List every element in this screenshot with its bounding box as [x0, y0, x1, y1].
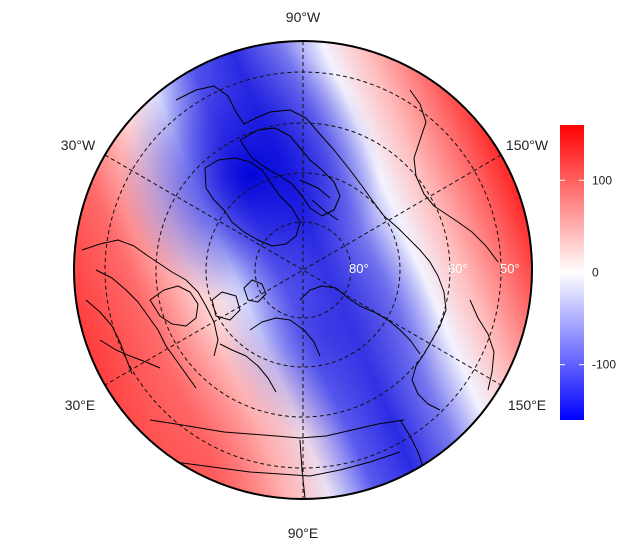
colorbar-tick-label: -100	[592, 358, 616, 372]
meridian-label-lower-left: 30°E	[65, 397, 96, 413]
colorbar-tick-label: 0	[592, 266, 599, 280]
colorbar: 100 0 -100	[560, 125, 616, 420]
lat-label-80: 80°	[349, 261, 369, 276]
coast-scandinavia	[149, 285, 199, 327]
lat-label-60: 60°	[448, 261, 468, 276]
coast-siberia	[299, 285, 421, 355]
colorbar-tick-label: 100	[592, 173, 612, 187]
meridian-30w-150e	[104, 154, 502, 386]
coast-novaya-zemlya	[243, 279, 267, 303]
lat-circle-70	[205, 172, 401, 368]
meridian-150w-30e	[104, 154, 502, 386]
colorbar-ticks: 100 0 -100	[560, 173, 616, 372]
map-boundary	[73, 40, 533, 500]
meridian-label-lower-right: 150°E	[508, 397, 546, 413]
meridian-label-upper-left: 30°W	[61, 137, 96, 153]
meridian-label-top: 90°W	[286, 9, 321, 25]
lat-circle-60	[155, 122, 451, 418]
coast-north-america	[175, 85, 421, 251]
coast-greenland	[204, 157, 301, 247]
meridian-label-upper-right: 150°W	[506, 137, 549, 153]
lat-label-50: 50°	[500, 261, 520, 276]
meridian-label-bottom: 90°E	[288, 525, 319, 541]
coast-arctic-islands	[239, 127, 341, 217]
lat-circle-80	[254, 221, 352, 319]
graticule	[104, 41, 502, 499]
data-field	[74, 41, 532, 499]
